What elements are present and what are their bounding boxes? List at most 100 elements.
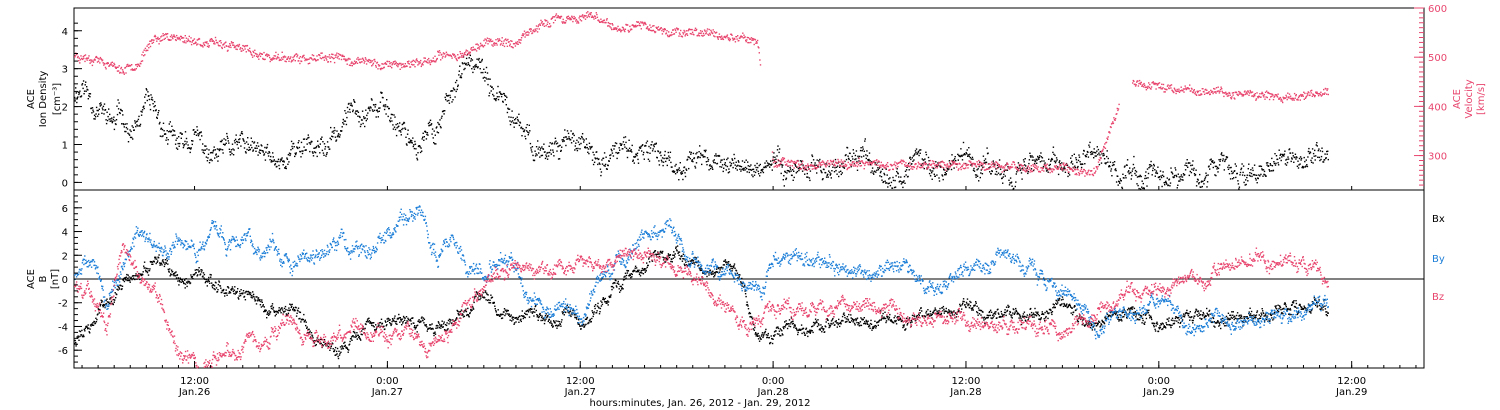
- bx-series-point: [93, 321, 96, 323]
- density-series-point: [437, 132, 440, 134]
- velocity-series-point: [1134, 85, 1137, 87]
- density-series-point: [507, 108, 510, 110]
- density-series-point: [1034, 160, 1037, 162]
- density-series-point: [85, 90, 87, 92]
- bx-series-point: [272, 306, 275, 309]
- bx-series-point: [161, 264, 163, 266]
- density-series-point: [271, 160, 273, 163]
- bx-series-point: [266, 313, 268, 315]
- velocity-series-point: [1031, 170, 1034, 172]
- velocity-series-point: [527, 34, 530, 36]
- bx-series-point: [123, 280, 126, 283]
- velocity-series-point: [932, 162, 934, 165]
- velocity-series-point: [832, 159, 835, 162]
- bx-series-point: [229, 292, 232, 294]
- density-series-point: [290, 140, 293, 143]
- density-series-point: [1096, 150, 1098, 152]
- bx-series-point: [142, 271, 144, 273]
- velocity-series-point: [928, 162, 930, 165]
- velocity-series-point: [599, 21, 601, 23]
- density-series-point: [774, 156, 776, 158]
- velocity-series-point: [314, 58, 316, 60]
- velocity-series-point: [470, 47, 473, 49]
- density-series-point: [378, 110, 380, 112]
- density-series-point: [1072, 163, 1074, 165]
- density-series-point: [129, 136, 132, 139]
- density-series-point: [495, 99, 497, 102]
- density-series-point: [1216, 166, 1219, 169]
- velocity-series-point: [122, 70, 124, 73]
- velocity-series-point: [828, 162, 831, 165]
- density-series-point: [491, 86, 493, 88]
- velocity-series-point: [271, 58, 274, 60]
- density-series-point: [784, 171, 787, 173]
- density-series-point: [348, 108, 351, 111]
- velocity-series-point: [641, 22, 643, 24]
- density-series-point: [342, 122, 344, 124]
- density-series-point: [413, 147, 416, 150]
- density-series-point: [626, 150, 628, 152]
- velocity-series-point: [293, 55, 295, 58]
- density-series-point: [855, 158, 857, 160]
- velocity-series-point: [1137, 80, 1139, 82]
- density-series-point: [474, 64, 476, 67]
- density-series-point: [643, 151, 645, 154]
- density-series-point: [614, 142, 617, 144]
- velocity-series-point: [983, 166, 985, 168]
- density-series-point: [337, 133, 340, 135]
- density-series-point: [264, 159, 267, 161]
- density-series-point: [591, 145, 593, 148]
- density-series-point: [434, 143, 436, 145]
- velocity-series-point: [903, 160, 905, 163]
- velocity-series-point: [507, 38, 509, 41]
- velocity-series-point: [717, 37, 719, 39]
- velocity-series-point: [825, 166, 827, 168]
- density-series-point: [291, 145, 293, 148]
- bx-series-point: [234, 286, 236, 288]
- velocity-series-point: [678, 32, 681, 34]
- density-series-point: [489, 85, 492, 87]
- velocity-series-point: [523, 33, 525, 35]
- density-series-point: [631, 151, 633, 153]
- density-series-point: [216, 156, 218, 158]
- density-series-point: [713, 161, 715, 164]
- density-series-point: [815, 164, 817, 166]
- velocity-series-point: [947, 165, 949, 167]
- velocity-series-point: [221, 47, 223, 50]
- velocity-series-point: [497, 38, 499, 40]
- density-series-point: [825, 176, 828, 178]
- velocity-series-point: [859, 165, 861, 167]
- density-series-point: [1211, 161, 1213, 163]
- velocity-series-point: [361, 61, 363, 63]
- density-series-point: [759, 163, 761, 166]
- velocity-series-point: [428, 57, 430, 60]
- velocity-series-point: [194, 42, 196, 44]
- density-series-point: [138, 115, 140, 118]
- velocity-series-point: [852, 165, 855, 167]
- density-series-point: [1098, 152, 1100, 154]
- density-series-point: [843, 167, 846, 169]
- density-series-point: [1292, 152, 1294, 154]
- density-series-point: [307, 134, 309, 136]
- bx-series-point: [233, 292, 235, 295]
- density-series-point: [1195, 169, 1197, 171]
- density-series-point: [293, 146, 295, 148]
- bx-series-point: [106, 301, 109, 303]
- density-series-point: [1093, 157, 1095, 159]
- density-series-point: [155, 109, 157, 111]
- density-series-point: [125, 130, 127, 133]
- bx-series-point: [277, 312, 279, 314]
- density-series-point: [289, 154, 291, 157]
- velocity-series-point: [242, 44, 244, 47]
- velocity-series-point: [1014, 163, 1016, 166]
- velocity-series-point: [340, 58, 343, 61]
- density-series-point: [232, 154, 235, 156]
- density-series-point: [960, 154, 963, 157]
- density-series-point: [1124, 165, 1126, 167]
- velocity-series-point: [236, 48, 238, 51]
- density-series-point: [1184, 164, 1186, 166]
- density-series-point: [437, 121, 439, 124]
- velocity-series-point: [303, 57, 306, 59]
- velocity-series-point: [813, 168, 815, 170]
- velocity-series-point: [933, 163, 936, 165]
